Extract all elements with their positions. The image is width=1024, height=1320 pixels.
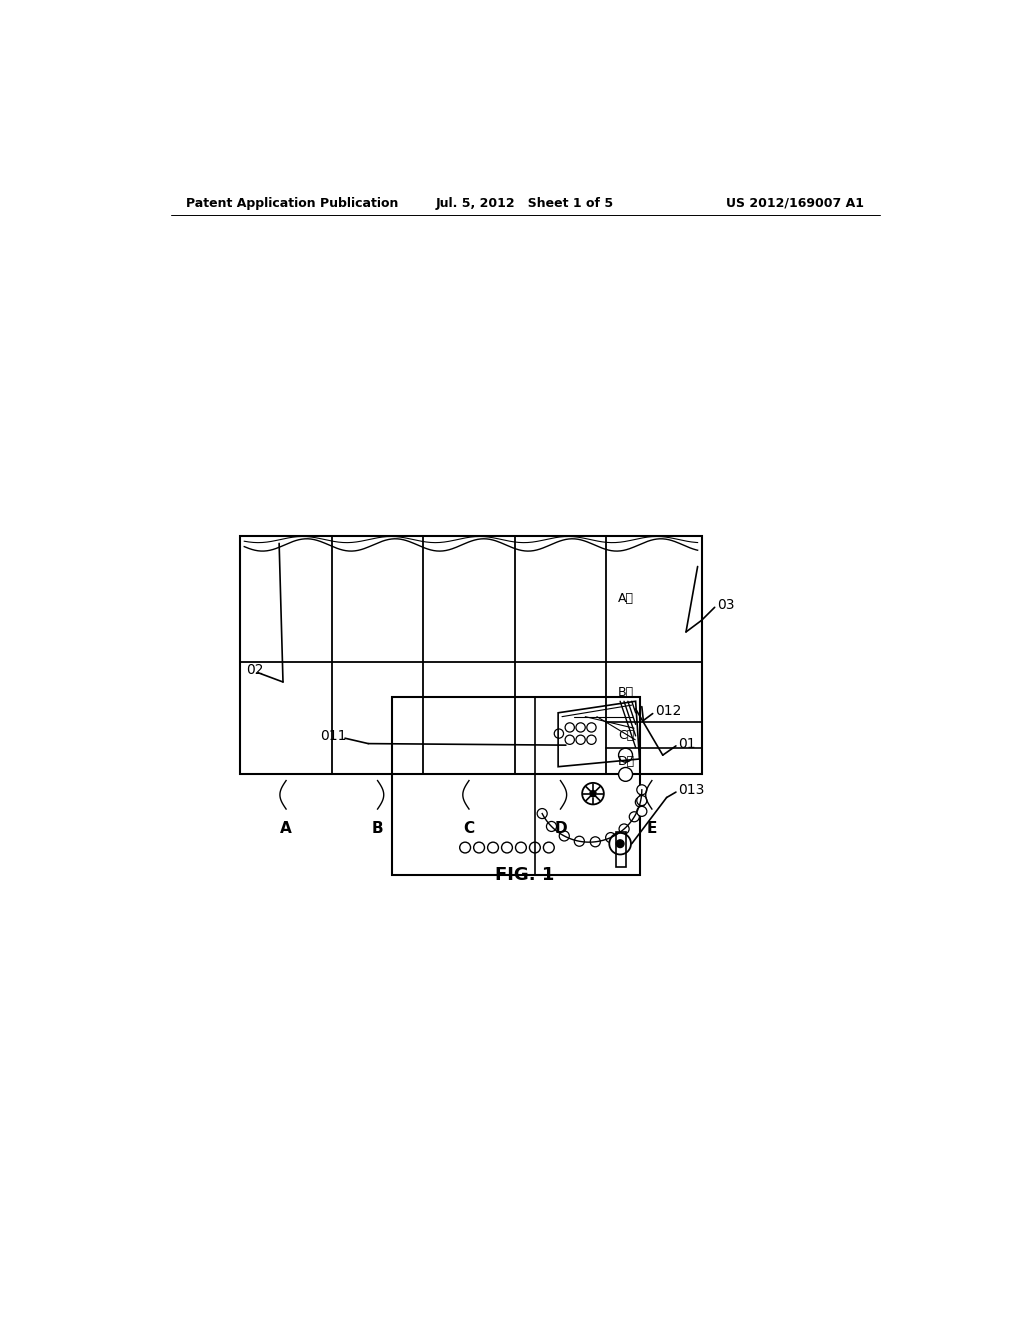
Text: 012: 012: [655, 705, 681, 718]
Text: E: E: [647, 821, 657, 836]
Circle shape: [590, 837, 600, 847]
Circle shape: [637, 796, 647, 805]
Circle shape: [574, 837, 585, 846]
Text: US 2012/169007 A1: US 2012/169007 A1: [726, 197, 864, 210]
Circle shape: [544, 842, 554, 853]
Text: C区: C区: [617, 729, 634, 742]
Text: B区: B区: [617, 685, 634, 698]
Circle shape: [590, 791, 596, 797]
Text: 02: 02: [246, 664, 263, 677]
Circle shape: [583, 783, 604, 804]
Circle shape: [460, 842, 471, 853]
Circle shape: [587, 735, 596, 744]
Circle shape: [618, 767, 633, 781]
Circle shape: [538, 809, 547, 818]
Circle shape: [515, 842, 526, 853]
Bar: [391, 697, 640, 874]
Circle shape: [547, 821, 556, 832]
Circle shape: [554, 729, 563, 738]
Circle shape: [529, 842, 541, 853]
Circle shape: [502, 842, 512, 853]
Text: A: A: [281, 821, 292, 836]
Circle shape: [565, 723, 574, 733]
Circle shape: [618, 748, 633, 762]
Circle shape: [620, 824, 629, 834]
Circle shape: [616, 840, 624, 847]
Text: Jul. 5, 2012   Sheet 1 of 5: Jul. 5, 2012 Sheet 1 of 5: [436, 197, 613, 210]
Bar: [241, 536, 701, 775]
Text: Patent Application Publication: Patent Application Publication: [186, 197, 398, 210]
Circle shape: [559, 832, 569, 841]
Circle shape: [637, 785, 647, 795]
Text: 01: 01: [678, 737, 696, 751]
Text: A区: A区: [617, 593, 634, 606]
Bar: [616, 832, 626, 867]
Text: B: B: [372, 821, 383, 836]
Circle shape: [635, 797, 645, 807]
Circle shape: [630, 812, 639, 822]
Text: 013: 013: [678, 783, 705, 797]
Circle shape: [609, 833, 631, 854]
Circle shape: [587, 723, 596, 733]
Circle shape: [487, 842, 499, 853]
Text: 011: 011: [321, 729, 347, 743]
Circle shape: [575, 723, 586, 733]
Text: 03: 03: [717, 598, 734, 612]
Circle shape: [565, 735, 574, 744]
Circle shape: [605, 833, 615, 842]
Text: C: C: [464, 821, 474, 836]
Text: D: D: [554, 821, 566, 836]
Text: FIG. 1: FIG. 1: [496, 866, 554, 883]
Text: D区: D区: [617, 755, 635, 768]
Circle shape: [474, 842, 484, 853]
Circle shape: [575, 735, 586, 744]
Circle shape: [637, 807, 647, 816]
